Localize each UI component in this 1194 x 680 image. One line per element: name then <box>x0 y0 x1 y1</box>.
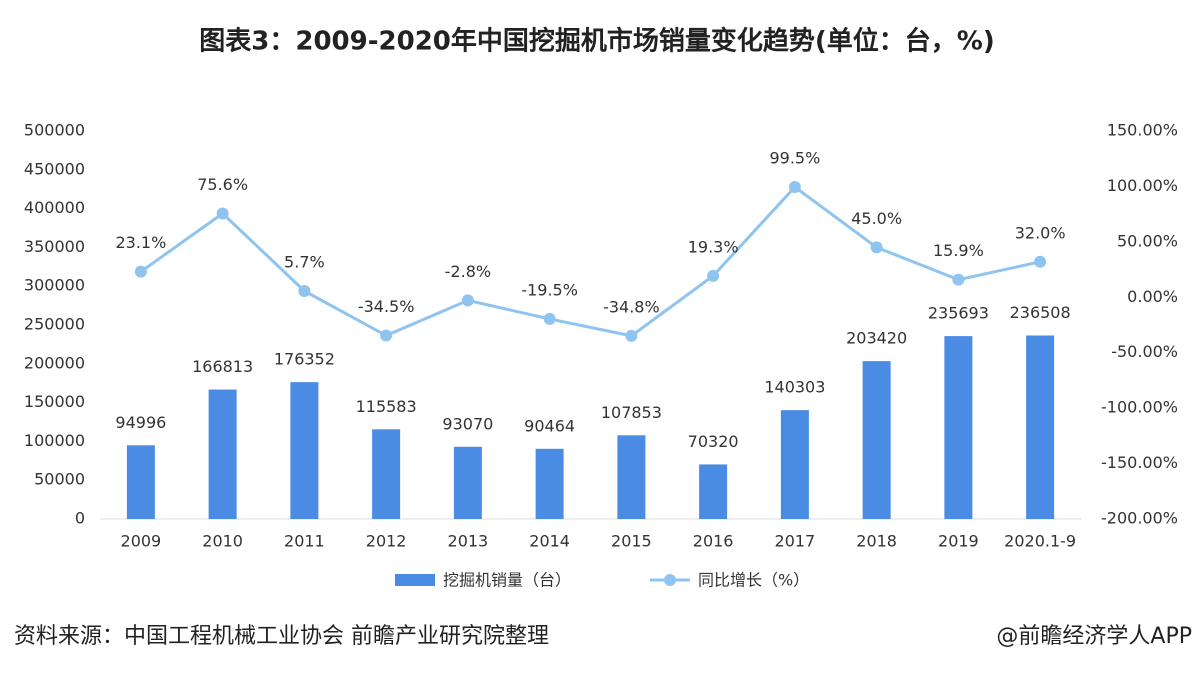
bar <box>535 448 564 519</box>
y2-tick-label: 100.00% <box>1107 176 1178 195</box>
bar <box>1026 335 1055 519</box>
line-value-label: 99.5% <box>769 148 820 167</box>
source: 资料来源：中国工程机械工业协会 前瞻产业研究院整理 <box>14 624 549 649</box>
line-point <box>543 312 556 325</box>
line-point <box>788 180 801 193</box>
x-tick-label: 2020.1-9 <box>1004 532 1076 551</box>
y-tick-label: 300000 <box>24 276 85 295</box>
bar-value-label: 235693 <box>928 304 989 323</box>
line-value-label: 19.3% <box>688 237 739 256</box>
line-value-label: 32.0% <box>1015 223 1066 242</box>
legend-swatch <box>664 574 676 586</box>
x-tick-label: 2015 <box>611 532 652 551</box>
line-point <box>298 284 311 297</box>
bar-value-label: 176352 <box>274 350 335 369</box>
bar <box>944 336 973 519</box>
x-tick-label: 2016 <box>693 532 734 551</box>
bar <box>617 435 646 519</box>
bar-value-label: 166813 <box>192 357 253 376</box>
bar <box>372 429 401 519</box>
y2-tick-label: 0.00% <box>1127 287 1178 306</box>
bar-value-label: 140303 <box>764 378 825 397</box>
bar-value-label: 93070 <box>442 414 493 433</box>
y-tick-label: 350000 <box>24 237 85 256</box>
y2-tick-label: 50.00% <box>1117 231 1178 250</box>
x-tick-label: 2009 <box>121 532 162 551</box>
line-point <box>134 265 147 278</box>
bar <box>208 389 237 519</box>
bar-value-label: 70320 <box>688 432 739 451</box>
line-point <box>870 241 883 254</box>
y-tick-label: 100000 <box>24 431 85 450</box>
bar <box>453 446 482 519</box>
y2-tick-label: -200.00% <box>1101 509 1178 528</box>
line-point <box>216 207 229 220</box>
bar-value-label: 94996 <box>115 413 166 432</box>
y-tick-label: 50000 <box>34 470 85 489</box>
credit: @前瞻经济学人APP <box>996 624 1192 649</box>
line-point <box>1034 255 1047 268</box>
x-tick-label: 2018 <box>856 532 897 551</box>
line-value-label: 5.7% <box>284 252 325 271</box>
y2-tick-label: 150.00% <box>1107 121 1178 140</box>
bar-value-label: 115583 <box>356 397 417 416</box>
line-point <box>952 273 965 286</box>
bar <box>699 464 728 519</box>
y2-tick-label: -50.00% <box>1111 342 1178 361</box>
x-tick-label: 2012 <box>366 532 407 551</box>
y-tick-label: 250000 <box>24 315 85 334</box>
bar <box>862 361 891 519</box>
line-point <box>625 329 638 342</box>
x-tick-label: 2019 <box>938 532 979 551</box>
x-tick-label: 2014 <box>529 532 570 551</box>
line-value-label: 75.6% <box>197 175 248 194</box>
line-value-label: -34.5% <box>358 297 415 316</box>
line-value-label: 15.9% <box>933 241 984 260</box>
legend-label: 同比增长（%） <box>698 571 809 590</box>
legend-label: 挖掘机销量（台） <box>443 571 571 590</box>
y-tick-label: 450000 <box>24 159 85 178</box>
bar-value-label: 236508 <box>1010 303 1071 322</box>
line-value-label: 45.0% <box>851 209 902 228</box>
bar <box>126 445 155 519</box>
chart-title: 图表3：2009-2020年中国挖掘机市场销量变化趋势(单位：台，%) <box>199 26 994 57</box>
y-tick-label: 150000 <box>24 392 85 411</box>
y2-tick-label: -150.00% <box>1101 453 1178 472</box>
bar-value-label: 203420 <box>846 329 907 348</box>
bar <box>780 410 809 519</box>
bar-value-label: 90464 <box>524 416 575 435</box>
x-tick-label: 2013 <box>448 532 489 551</box>
line <box>140 184 1041 338</box>
line-value-label: -19.5% <box>521 280 578 299</box>
line-value-label: -2.8% <box>445 262 491 281</box>
y-tick-label: 400000 <box>24 198 85 217</box>
y2-tick-label: -100.00% <box>1101 398 1178 417</box>
y-tick-label: 200000 <box>24 353 85 372</box>
y-tick-label: 0 <box>75 509 85 528</box>
line-point <box>380 329 393 342</box>
line-value-label: 23.1% <box>115 233 166 252</box>
bar <box>290 382 319 519</box>
x-tick-label: 2010 <box>202 532 243 551</box>
line-point <box>707 269 720 282</box>
bar-value-label: 107853 <box>601 403 662 422</box>
legend-swatch <box>395 574 435 586</box>
line-value-label: -34.8% <box>603 297 660 316</box>
line-point <box>461 294 474 307</box>
y-tick-label: 500000 <box>24 121 85 140</box>
x-tick-label: 2017 <box>775 532 816 551</box>
x-tick-label: 2011 <box>284 532 325 551</box>
